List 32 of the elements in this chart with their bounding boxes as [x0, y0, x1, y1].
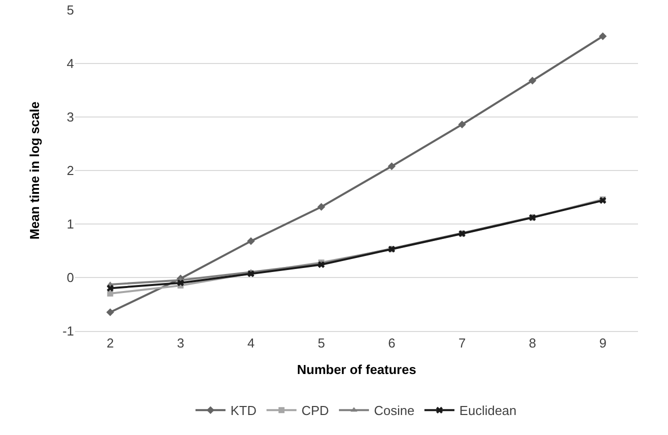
x-tick-label: 6: [388, 336, 396, 351]
point: [247, 237, 255, 246]
point: [177, 279, 184, 286]
y-tick-label: 2: [66, 163, 74, 178]
x-tick-label: 3: [176, 336, 184, 351]
x-tick-label: 8: [528, 336, 536, 351]
y-tick-label: 0: [66, 270, 74, 286]
y-tick-label: 4: [66, 56, 74, 72]
point: [528, 76, 536, 85]
legend-label: Euclidean: [459, 403, 517, 418]
point: [106, 284, 114, 292]
y-tick-label: 3: [66, 110, 74, 125]
x-tick-label: 7: [458, 336, 466, 351]
legend-label: Cosine: [374, 403, 414, 418]
x-tick-label: 2: [106, 336, 114, 351]
y-tick-label: -1: [62, 324, 74, 339]
point: [388, 162, 396, 170]
y-axis-title: Mean time in log scale: [27, 102, 42, 240]
point: [317, 202, 326, 211]
y-tick-label: 1: [66, 216, 74, 232]
x-tick-label: 4: [247, 336, 255, 351]
point: [106, 308, 114, 316]
point: [107, 290, 114, 297]
y-tick-label: 5: [66, 2, 74, 18]
x-tick-label: 9: [599, 336, 606, 351]
x-tick-label: 5: [318, 336, 325, 351]
point: [458, 120, 466, 128]
legend-label: KTD: [230, 403, 256, 418]
x-axis-title: Number of features: [297, 362, 416, 377]
point: [318, 261, 325, 268]
point: [598, 32, 607, 40]
legend-label: CPD: [302, 403, 329, 418]
